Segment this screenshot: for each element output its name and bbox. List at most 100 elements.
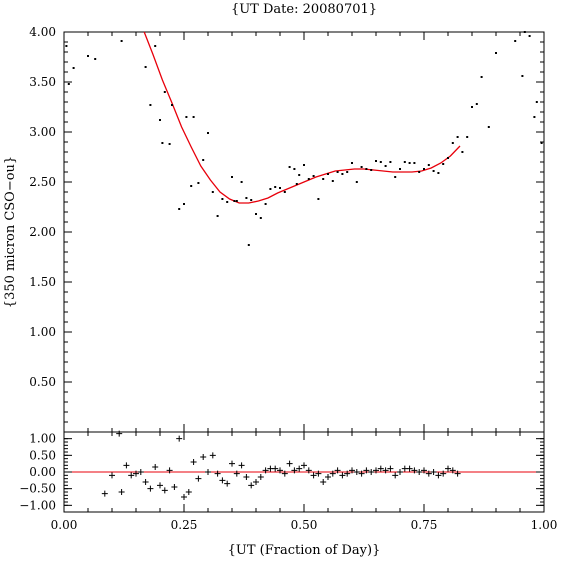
residual-point [233,470,240,477]
data-point [154,45,157,47]
data-point [521,75,524,77]
residual-point [190,459,197,465]
x-tick-label: 0.00 [51,518,78,532]
residual-point [238,462,245,469]
residual-point [305,467,312,474]
data-point [355,181,358,183]
residual-point [382,467,389,474]
data-point [408,162,411,164]
data-point [202,159,205,161]
residual-point [219,477,226,484]
residual-point [224,480,231,487]
main-y-axis-label: {350 micron CSO−ou} [3,156,18,308]
residual-point [181,494,187,500]
data-point [495,52,497,54]
data-point [447,157,449,159]
data-point [365,168,368,170]
data-point [389,161,392,163]
data-point [533,116,536,118]
data-point [163,91,166,93]
residual-point [205,469,211,475]
data-point [442,163,445,165]
data-point [233,200,236,202]
residual-point [358,470,365,477]
data-point [331,180,334,182]
residual-point [262,467,269,474]
residual-point [368,469,375,475]
residual-point [454,470,461,477]
data-point [461,151,464,153]
data-point [475,103,478,105]
residual-point [128,472,135,479]
data-point [178,208,181,210]
residual-point [445,465,451,472]
data-point [514,40,517,42]
main-y-tick-label: 1.00 [29,325,56,339]
data-point [471,106,473,108]
data-point [240,181,243,183]
residuals-y-tick-label: 0.00 [29,465,56,479]
data-point [161,142,164,144]
data-point [87,55,89,57]
residual-point [243,474,250,480]
residual-point [171,484,178,490]
residual-point [257,474,264,480]
data-point [375,160,377,162]
residual-point [377,465,384,472]
main-axis-ticks [63,31,545,433]
data-point [279,187,281,189]
residual-point [334,467,341,474]
residual-point [176,435,183,442]
main-y-tick-label: 4.00 [29,25,56,39]
data-point [379,161,382,163]
data-point [451,142,454,144]
residual-point [430,469,437,475]
data-point [413,162,416,164]
residuals-axis-ticks [63,432,545,512]
data-point [72,67,75,69]
data-point [255,213,257,215]
residual-point [209,452,216,459]
data-point [322,178,325,180]
residual-point [301,462,307,469]
x-tick-label: 1.00 [531,518,558,532]
main-plot-panel: 4.00 3.50 3.00 2.50 2.00 1.50 1.00 0.50 [29,25,545,433]
residual-point [248,482,255,489]
data-point [211,191,214,193]
x-tick-labels: 0.00 0.25 0.50 0.75 1.00 [51,518,558,532]
data-point [216,215,219,217]
residual-point [411,467,418,474]
data-point [437,172,440,174]
residual-point [435,472,442,479]
data-point [351,162,353,164]
residual-point [387,465,394,472]
data-point [231,176,233,178]
data-point [432,170,435,172]
main-y-tick-label: 3.00 [29,125,56,139]
data-point [336,171,339,173]
data-point [171,104,173,106]
data-point [183,203,185,205]
x-tick-label: 0.75 [411,518,438,532]
residual-point [363,467,370,474]
data-point [394,176,397,178]
residual-point [325,474,331,480]
data-point [235,200,238,202]
residual-point [320,479,327,485]
residual-point [286,460,293,467]
data-point [185,116,188,118]
data-point [540,142,543,144]
data-point [346,171,349,173]
residual-point [440,470,447,477]
data-point [192,116,195,118]
residual-point [157,482,163,489]
main-y-tick-label: 1.50 [29,275,56,289]
residual-point [277,467,283,474]
data-point [247,244,250,246]
residual-point [310,472,317,479]
x-tick-label: 0.50 [291,518,318,532]
residual-point [373,467,379,474]
data-point [399,168,401,170]
data-point [295,183,298,185]
residual-point [101,490,108,497]
